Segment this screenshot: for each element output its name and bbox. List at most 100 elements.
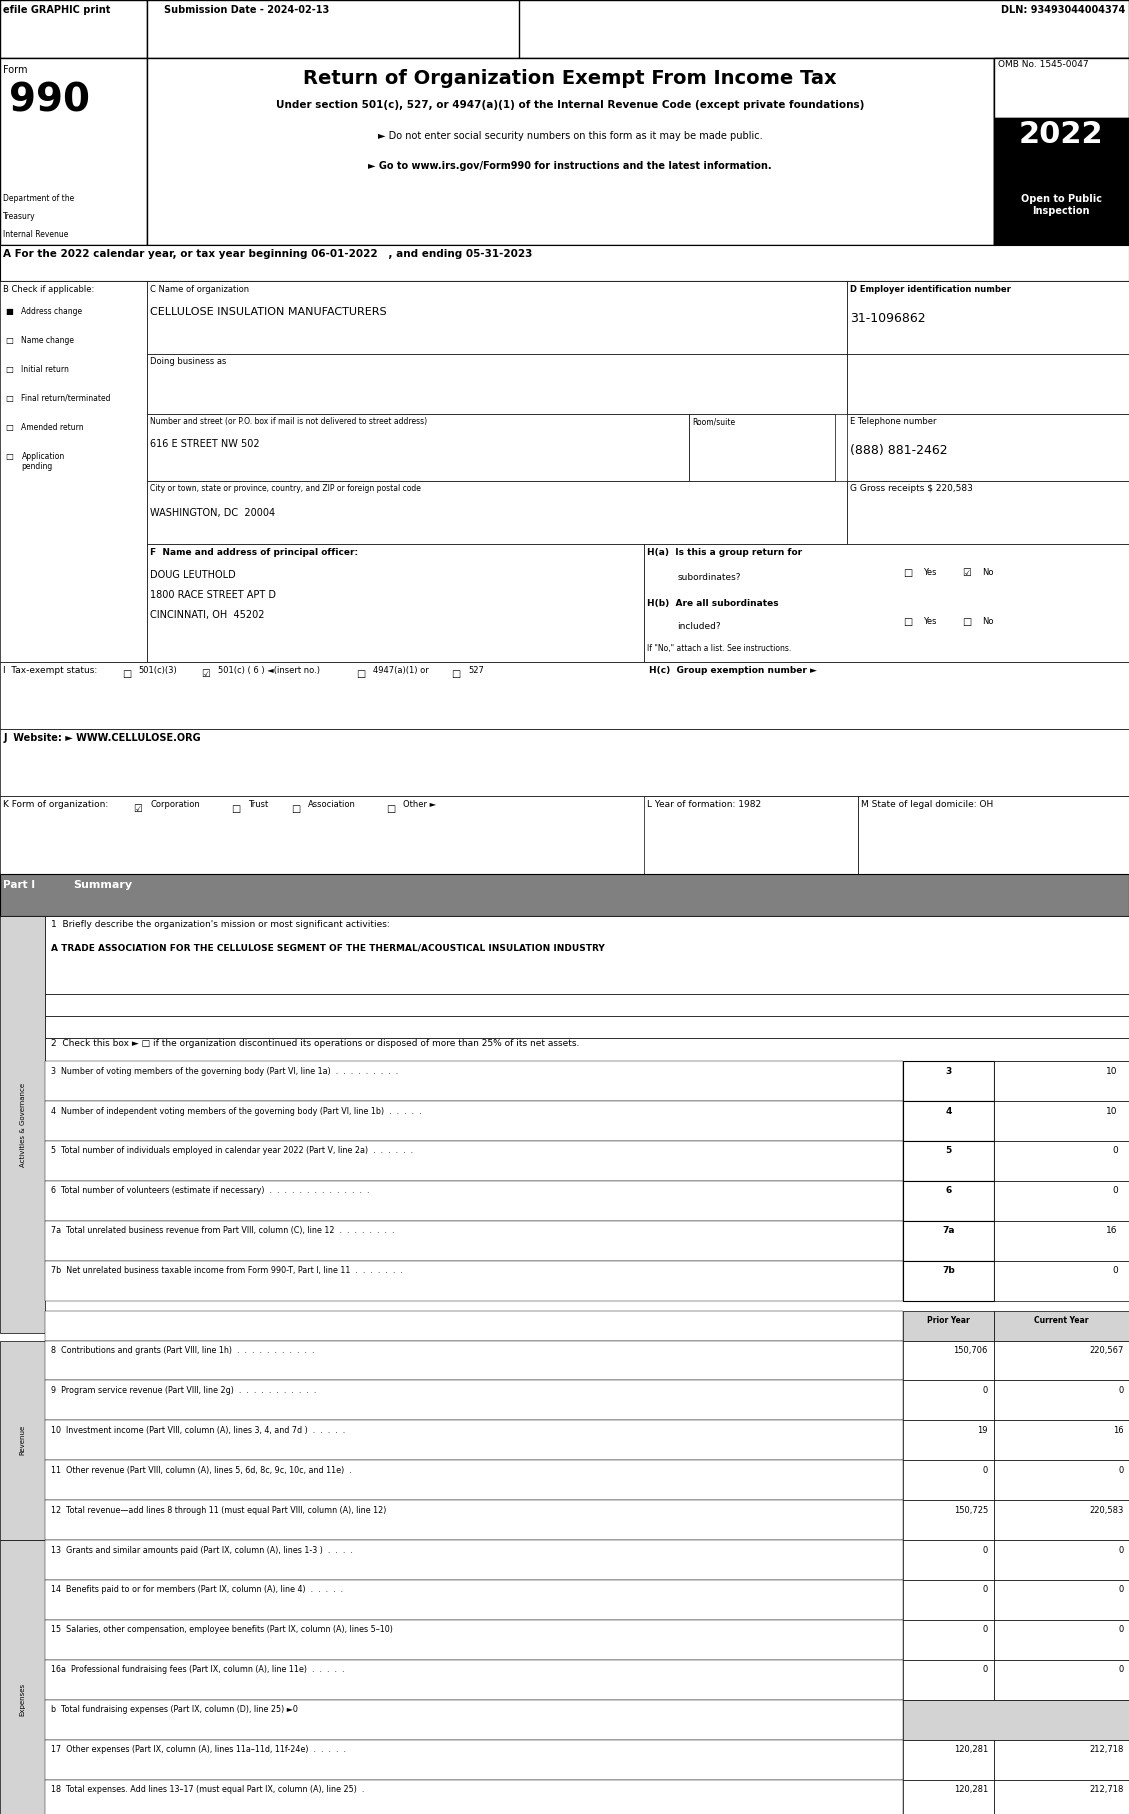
Text: 0: 0	[1112, 1146, 1118, 1156]
Text: WASHINGTON, DC  20004: WASHINGTON, DC 20004	[150, 508, 275, 519]
Text: 150,706: 150,706	[954, 1346, 988, 1355]
Text: ► Do not enter social security numbers on this form as it may be made public.: ► Do not enter social security numbers o…	[378, 131, 762, 141]
Bar	[45, 1261, 903, 1301]
Text: 6: 6	[945, 1186, 952, 1195]
Bar	[0, 281, 147, 662]
Bar	[147, 0, 519, 58]
Bar	[147, 414, 689, 481]
Text: Summary: Summary	[73, 880, 132, 891]
Bar	[0, 916, 45, 1333]
Bar	[45, 1038, 1129, 1061]
Bar	[994, 1341, 1129, 1380]
Text: 3  Number of voting members of the governing body (Part VI, line 1a)  .  .  .  .: 3 Number of voting members of the govern…	[51, 1067, 399, 1076]
Bar	[847, 414, 1129, 481]
Text: Address change: Address change	[21, 307, 82, 316]
Bar	[994, 1101, 1129, 1141]
Text: Activities & Governance: Activities & Governance	[19, 1083, 26, 1166]
Text: D Employer identification number: D Employer identification number	[850, 285, 1010, 294]
Text: K Form of organization:: K Form of organization:	[3, 800, 108, 809]
Text: CELLULOSE INSULATION MANUFACTURERS: CELLULOSE INSULATION MANUFACTURERS	[150, 307, 387, 317]
Text: Expenses: Expenses	[19, 1683, 26, 1716]
Text: 0: 0	[982, 1665, 988, 1674]
Text: Other ►: Other ►	[403, 800, 436, 809]
Text: 15  Salaries, other compensation, employee benefits (Part IX, column (A), lines : 15 Salaries, other compensation, employe…	[51, 1625, 393, 1634]
Text: I  Tax-exempt status:: I Tax-exempt status:	[3, 666, 97, 675]
Bar	[45, 1420, 903, 1460]
Text: □: □	[291, 804, 300, 814]
Text: B Check if applicable:: B Check if applicable:	[3, 285, 95, 294]
Bar	[903, 1141, 994, 1181]
Text: 616 E STREET NW 502: 616 E STREET NW 502	[150, 439, 260, 450]
Text: 501(c) ( 6 ) ◄(insert no.): 501(c) ( 6 ) ◄(insert no.)	[218, 666, 320, 675]
Bar	[903, 1310, 994, 1341]
Text: 0: 0	[982, 1546, 988, 1555]
Bar	[994, 1540, 1129, 1580]
Bar	[903, 1261, 994, 1301]
Bar	[0, 0, 1129, 58]
Text: Corporation: Corporation	[150, 800, 200, 809]
Text: 11  Other revenue (Part VIII, column (A), lines 5, 6d, 8c, 9c, 10c, and 11e)  .: 11 Other revenue (Part VIII, column (A),…	[51, 1466, 351, 1475]
Text: 14  Benefits paid to or for members (Part IX, column (A), line 4)  .  .  .  .  .: 14 Benefits paid to or for members (Part…	[51, 1585, 343, 1595]
Text: Revenue: Revenue	[19, 1426, 26, 1455]
Bar	[903, 1101, 994, 1141]
Bar	[147, 481, 847, 544]
Bar	[903, 1420, 994, 1460]
Text: Number and street (or P.O. box if mail is not delivered to street address): Number and street (or P.O. box if mail i…	[150, 417, 427, 426]
Text: subordinates?: subordinates?	[677, 573, 741, 582]
Bar	[0, 245, 1129, 281]
Text: 4: 4	[945, 1107, 952, 1116]
Bar	[994, 1310, 1129, 1341]
Text: H(a)  Is this a group return for: H(a) Is this a group return for	[647, 548, 802, 557]
Text: □: □	[122, 669, 131, 680]
Text: 8  Contributions and grants (Part VIII, line 1h)  .  .  .  .  .  .  .  .  .  .  : 8 Contributions and grants (Part VIII, l…	[51, 1346, 314, 1355]
Bar	[147, 354, 847, 414]
Text: Name change: Name change	[21, 336, 75, 345]
Text: G Gross receipts $ 220,583: G Gross receipts $ 220,583	[850, 484, 973, 493]
Text: 7a: 7a	[942, 1226, 955, 1235]
Text: Initial return: Initial return	[21, 365, 69, 374]
Bar	[903, 1500, 994, 1540]
Text: Part I: Part I	[3, 880, 35, 891]
Bar	[45, 1061, 903, 1101]
Text: A TRADE ASSOCIATION FOR THE CELLULOSE SEGMENT OF THE THERMAL/ACOUSTICAL INSULATI: A TRADE ASSOCIATION FOR THE CELLULOSE SE…	[51, 943, 604, 952]
Text: ☑: ☑	[201, 669, 210, 680]
Text: A For the 2022 calendar year, or tax year beginning 06-01-2022   , and ending 05: A For the 2022 calendar year, or tax yea…	[3, 249, 533, 259]
Text: Department of the: Department of the	[3, 194, 75, 203]
Text: 4947(a)(1) or: 4947(a)(1) or	[373, 666, 428, 675]
Text: 2022: 2022	[1019, 120, 1103, 149]
Text: J  Website: ► WWW.CELLULOSE.ORG: J Website: ► WWW.CELLULOSE.ORG	[3, 733, 201, 744]
Bar	[858, 796, 1129, 874]
Text: F  Name and address of principal officer:: F Name and address of principal officer:	[150, 548, 358, 557]
Bar	[994, 187, 1129, 245]
Bar	[0, 1341, 45, 1540]
Text: Amended return: Amended return	[21, 423, 84, 432]
Text: ☑: ☑	[133, 804, 142, 814]
Text: 12  Total revenue—add lines 8 through 11 (must equal Part VIII, column (A), line: 12 Total revenue—add lines 8 through 11 …	[51, 1506, 386, 1515]
Bar	[45, 1580, 903, 1620]
Text: □: □	[6, 452, 14, 461]
Bar	[0, 662, 1129, 729]
Text: Prior Year: Prior Year	[927, 1317, 970, 1324]
Text: 17  Other expenses (Part IX, column (A), lines 11a–11d, 11f-24e)  .  .  .  .  .: 17 Other expenses (Part IX, column (A), …	[51, 1745, 345, 1754]
Text: Current Year: Current Year	[1034, 1317, 1088, 1324]
Text: □: □	[386, 804, 395, 814]
Text: Return of Organization Exempt From Income Tax: Return of Organization Exempt From Incom…	[304, 69, 837, 87]
Bar	[903, 1460, 994, 1500]
Text: □: □	[962, 617, 971, 628]
Bar	[994, 58, 1129, 245]
Bar	[903, 1740, 994, 1780]
Bar	[994, 1221, 1129, 1261]
Text: DOUG LEUTHOLD: DOUG LEUTHOLD	[150, 570, 236, 580]
Bar	[994, 1061, 1129, 1101]
Text: Form: Form	[3, 65, 28, 76]
Bar	[994, 1181, 1129, 1221]
Text: 10: 10	[1106, 1067, 1118, 1076]
Text: DLN: 93493044004374: DLN: 93493044004374	[1001, 5, 1126, 16]
Bar	[0, 0, 147, 58]
Text: 13  Grants and similar amounts paid (Part IX, column (A), lines 1-3 )  .  .  .  : 13 Grants and similar amounts paid (Part…	[51, 1546, 352, 1555]
Bar	[45, 1016, 1129, 1038]
Text: 18  Total expenses. Add lines 13–17 (must equal Part IX, column (A), line 25)  .: 18 Total expenses. Add lines 13–17 (must…	[51, 1785, 365, 1794]
Text: 0: 0	[982, 1466, 988, 1475]
Bar	[903, 1780, 994, 1814]
Bar	[994, 1420, 1129, 1460]
